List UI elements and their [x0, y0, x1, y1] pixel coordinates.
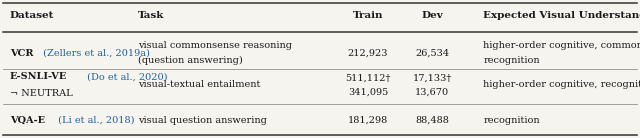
Text: 181,298: 181,298 — [348, 116, 388, 125]
Text: E-SNLI-VE: E-SNLI-VE — [10, 72, 67, 81]
Text: 511,112†: 511,112† — [345, 74, 391, 83]
Text: ¬ NEUTRAL: ¬ NEUTRAL — [10, 89, 72, 98]
Text: recognition: recognition — [483, 56, 540, 65]
Text: VCR: VCR — [10, 49, 33, 58]
Text: 26,534: 26,534 — [415, 49, 449, 58]
Text: 341,095: 341,095 — [348, 88, 388, 97]
Text: Train: Train — [353, 11, 383, 20]
Text: higher-order cognitive, commonsense,: higher-order cognitive, commonsense, — [483, 41, 640, 50]
Text: VQA-E: VQA-E — [10, 116, 45, 125]
Text: Task: Task — [138, 11, 164, 20]
Text: (question answering): (question answering) — [138, 56, 243, 65]
Text: 13,670: 13,670 — [415, 88, 449, 97]
Text: visual-textual entailment: visual-textual entailment — [138, 80, 260, 89]
Text: recognition: recognition — [483, 116, 540, 125]
Text: (Do et al., 2020): (Do et al., 2020) — [84, 72, 167, 81]
Text: 88,488: 88,488 — [415, 116, 449, 125]
Text: higher-order cognitive, recognition: higher-order cognitive, recognition — [483, 80, 640, 89]
Text: Dev: Dev — [421, 11, 443, 20]
Text: Dataset: Dataset — [10, 11, 54, 20]
Text: (Zellers et al., 2019a): (Zellers et al., 2019a) — [40, 49, 150, 58]
Text: visual question answering: visual question answering — [138, 116, 266, 125]
Text: 17,133†: 17,133† — [412, 74, 452, 83]
Text: (Li et al., 2018): (Li et al., 2018) — [55, 116, 134, 125]
Text: visual commonsense reasoning: visual commonsense reasoning — [138, 41, 292, 50]
Text: 212,923: 212,923 — [348, 49, 388, 58]
Text: Expected Visual Understanding: Expected Visual Understanding — [483, 11, 640, 20]
